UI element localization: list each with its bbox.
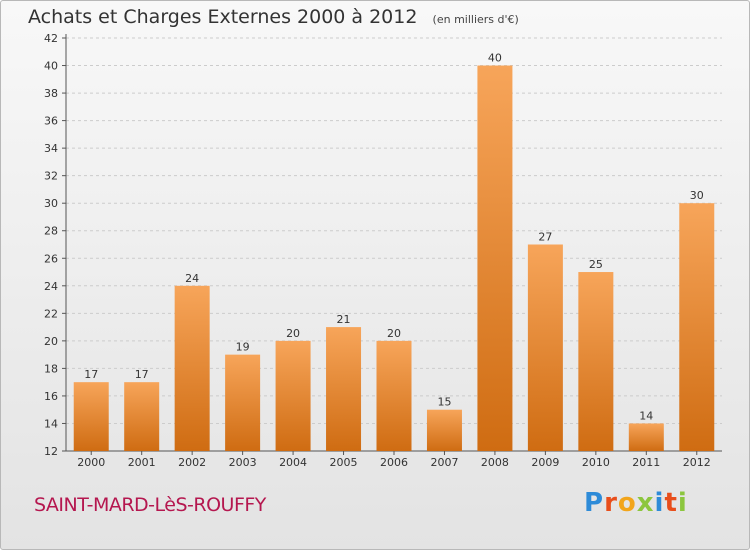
- logo-letter: x: [636, 488, 655, 518]
- commune-name: SAINT-MARD-LèS-ROUFFY: [34, 494, 266, 516]
- value-label-2008: 40: [488, 52, 502, 65]
- proxiti-logo[interactable]: Proxiti: [584, 488, 688, 518]
- logo-letter: r: [604, 488, 618, 518]
- y-tick-label: 22: [44, 307, 58, 320]
- value-label-2010: 25: [589, 258, 603, 271]
- logo-letter: P: [584, 488, 605, 518]
- bar-2005: [326, 327, 362, 451]
- bar-2012: [679, 203, 715, 451]
- bar-2011: [628, 423, 664, 451]
- logo-letter: i: [677, 488, 688, 518]
- bars: [73, 65, 715, 452]
- chart-subtitle: (en milliers d'€): [432, 13, 519, 26]
- value-label-2004: 20: [286, 327, 300, 340]
- y-tick-label: 40: [44, 60, 58, 73]
- value-label-2001: 17: [135, 368, 149, 381]
- value-label-2007: 15: [437, 396, 451, 409]
- y-tick-label: 42: [44, 32, 58, 45]
- y-tick-label: 26: [44, 252, 58, 265]
- x-tick-label-2012: 2012: [683, 456, 711, 469]
- logo-letter: o: [617, 488, 637, 518]
- y-tick-label: 38: [44, 87, 58, 100]
- bar-2007: [426, 409, 462, 451]
- bar-2003: [225, 354, 261, 451]
- chart-title: Achats et Charges Externes 2000 à 2012: [28, 6, 418, 28]
- labels: 12 14 16 18 20 22 24 26 28 30 32 34 36 38 40 42 17 2000 17…: [44, 32, 711, 469]
- x-tick-label-2008: 2008: [481, 456, 509, 469]
- x-tick-label-2009: 2009: [531, 456, 559, 469]
- y-tick-label: 18: [44, 362, 58, 375]
- value-label-2006: 20: [387, 327, 401, 340]
- x-tick-label-2010: 2010: [582, 456, 610, 469]
- x-tick-label-2001: 2001: [128, 456, 156, 469]
- chart-header: Achats et Charges Externes 2000 à 2012 (…: [28, 6, 519, 28]
- bar-2000: [73, 382, 109, 451]
- value-label-2005: 21: [337, 313, 351, 326]
- y-tick-label: 36: [44, 115, 58, 128]
- bar-2004: [275, 340, 311, 451]
- value-label-2011: 14: [639, 409, 653, 422]
- bar-2010: [578, 272, 614, 451]
- x-tick-label-2011: 2011: [632, 456, 660, 469]
- bar-2008: [477, 65, 513, 452]
- bar-2006: [376, 340, 412, 451]
- y-tick-label: 24: [44, 280, 58, 293]
- bar-2001: [124, 382, 160, 451]
- value-label-2000: 17: [84, 368, 98, 381]
- x-tick-label-2002: 2002: [178, 456, 206, 469]
- x-tick-label-2003: 2003: [229, 456, 257, 469]
- y-tick-label: 30: [44, 197, 58, 210]
- x-tick-label-2000: 2000: [77, 456, 105, 469]
- value-label-2009: 27: [538, 231, 552, 244]
- y-tick-label: 20: [44, 335, 58, 348]
- y-tick-label: 16: [44, 390, 58, 403]
- bar-2009: [527, 244, 563, 451]
- x-tick-label-2006: 2006: [380, 456, 408, 469]
- y-tick-label: 34: [44, 142, 58, 155]
- logo-letter: t: [664, 488, 678, 518]
- y-tick-label: 12: [44, 445, 58, 458]
- logo-letter: i: [654, 488, 665, 518]
- x-tick-label-2004: 2004: [279, 456, 307, 469]
- bar-2002: [174, 285, 210, 451]
- y-tick-label: 32: [44, 170, 58, 183]
- value-label-2002: 24: [185, 272, 199, 285]
- value-label-2012: 30: [690, 189, 704, 202]
- x-tick-label-2007: 2007: [430, 456, 458, 469]
- y-tick-label: 14: [44, 417, 58, 430]
- y-tick-label: 28: [44, 225, 58, 238]
- value-label-2003: 19: [236, 341, 250, 354]
- x-tick-label-2005: 2005: [330, 456, 358, 469]
